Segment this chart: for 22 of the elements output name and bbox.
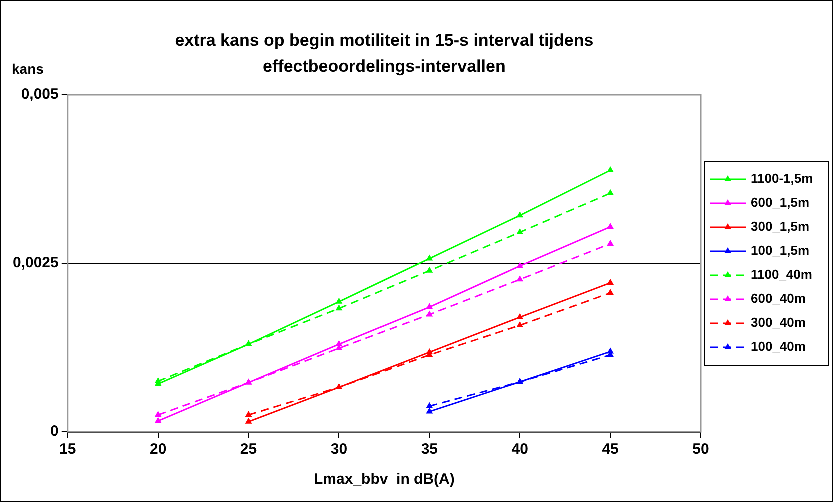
y-tick-label: 0,005 [21, 86, 59, 104]
chart-title: extra kans op begin motiliteit in 15-s interval tijdens effectbeoordelings-intervallen [175, 31, 594, 76]
y-axis-title: kans [12, 61, 44, 77]
legend-label: 100_1,5m [751, 243, 810, 258]
y-tick-label: 0,0025 [12, 254, 59, 272]
legend-label: 1100_40m [751, 267, 812, 282]
x-tick-label: 25 [240, 441, 258, 458]
x-tick-label: 20 [150, 441, 167, 458]
x-tick-label: 40 [512, 441, 528, 458]
legend-label: 1100-1,5m [751, 171, 814, 186]
legend-label: 300_40m [751, 315, 806, 330]
legend-label: 300_1,5m [751, 219, 810, 234]
x-tick-label: 30 [330, 441, 348, 458]
x-tick-label: 50 [692, 441, 710, 458]
x-tick-label: 15 [60, 441, 76, 458]
legend-label: 600_40m [751, 291, 806, 306]
y-tick-label: 0 [50, 423, 59, 440]
legend-label: 600_1,5m [751, 195, 810, 210]
x-tick-label: 45 [602, 441, 619, 458]
x-axis-title: Lmax_bbv in dB(A) [314, 471, 455, 488]
x-tick-label: 35 [421, 441, 438, 458]
legend-label: 100_40m [751, 339, 806, 354]
